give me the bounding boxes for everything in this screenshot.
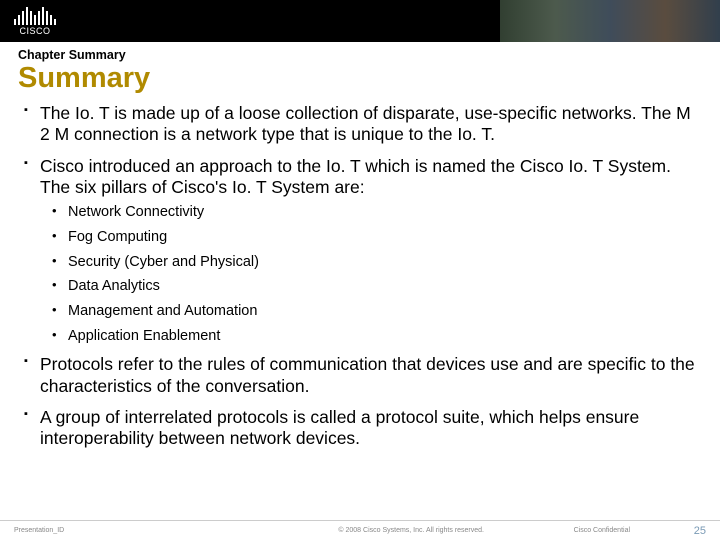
cisco-logo: CISCO	[14, 7, 56, 36]
bullet-list: The Io. T is made up of a loose collecti…	[18, 103, 702, 450]
sub-bullet-list: Network Connectivity Fog Computing Securit…	[50, 204, 702, 344]
slide-title: Summary	[18, 62, 702, 95]
footer-copyright: © 2008 Cisco Systems, Inc. All rights re…	[279, 527, 544, 534]
footer-page-number: 25	[694, 525, 706, 537]
sub-bullet-item: Network Connectivity	[50, 204, 702, 221]
footer-confidential: Cisco Confidential	[544, 527, 706, 534]
header-photo-strip	[500, 0, 720, 42]
footer: Presentation_ID © 2008 Cisco Systems, In…	[0, 520, 720, 540]
sub-bullet-item: Security (Cyber and Physical)	[50, 254, 702, 271]
slide-content: Chapter Summary Summary The Io. T is mad…	[0, 42, 720, 450]
sub-bullet-item: Fog Computing	[50, 229, 702, 246]
sub-bullet-item: Data Analytics	[50, 278, 702, 295]
bullet-item: The Io. T is made up of a loose collecti…	[18, 103, 702, 146]
bullet-item: A group of interrelated protocols is cal…	[18, 407, 702, 450]
bullet-item: Protocols refer to the rules of communic…	[18, 354, 702, 397]
footer-presentation-id: Presentation_ID	[14, 527, 279, 534]
cisco-logo-icon	[14, 7, 56, 25]
cisco-logo-text: CISCO	[19, 26, 50, 36]
chapter-label: Chapter Summary	[18, 48, 702, 62]
header-bar: CISCO	[0, 0, 720, 42]
bullet-item: Cisco introduced an approach to the Io. …	[18, 156, 702, 345]
sub-bullet-item: Management and Automation	[50, 303, 702, 320]
sub-bullet-item: Application Enablement	[50, 328, 702, 345]
